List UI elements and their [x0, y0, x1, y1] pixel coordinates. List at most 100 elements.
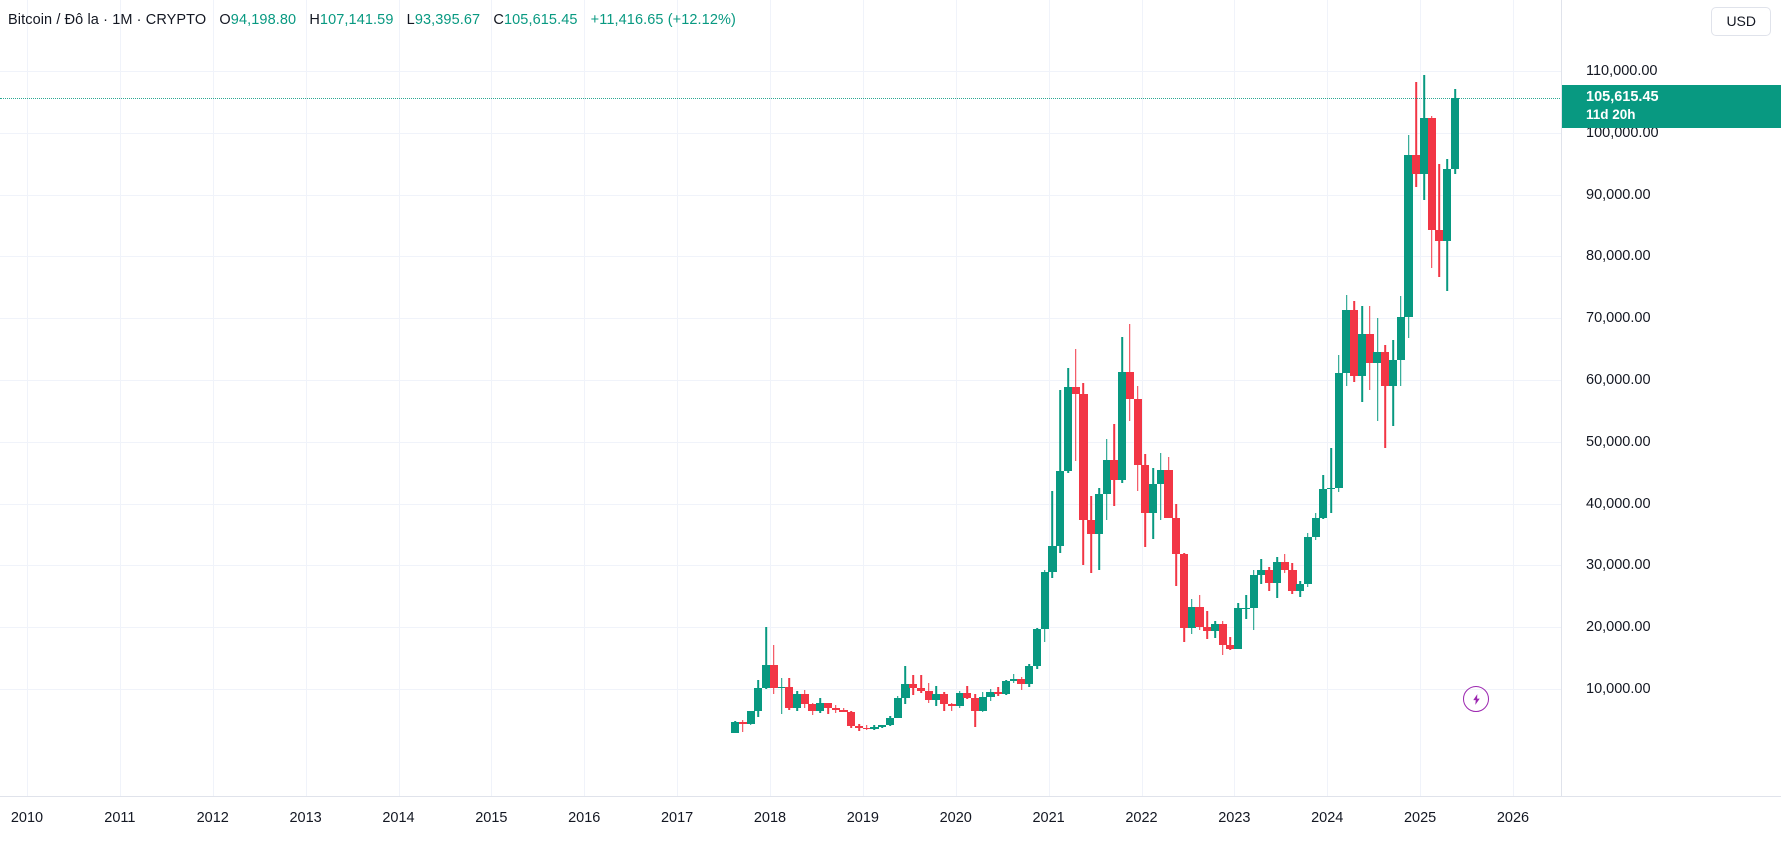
- price-axis-label: 50,000.00: [1586, 433, 1651, 450]
- chart-legend[interactable]: Bitcoin / Đô la · 1M · CRYPTO O94,198.80…: [8, 11, 736, 29]
- candle: [1280, 0, 1289, 796]
- candle-body: [1234, 608, 1243, 649]
- time-axis-label: 2025: [1403, 810, 1437, 826]
- time-axis[interactable]: 2010 2011 2012 2013 2014 2015 2016 2017 2018 2019…: [0, 796, 1781, 854]
- candle: [947, 0, 956, 796]
- candle: [893, 0, 902, 796]
- candle: [769, 0, 778, 796]
- candle-body: [885, 718, 895, 726]
- candle-wick: [1384, 345, 1387, 448]
- current-price-tag[interactable]: 105,615.45 11d 20h: [1562, 85, 1781, 129]
- candle: [1032, 0, 1042, 796]
- time-axis-label: 2023: [1218, 810, 1251, 826]
- candle: [1203, 0, 1212, 796]
- candle-body: [1396, 316, 1405, 360]
- candle-body: [1373, 351, 1382, 364]
- candle-body: [916, 688, 925, 692]
- candle-body: [1001, 680, 1011, 695]
- candle: [1257, 0, 1266, 796]
- candle: [1311, 0, 1320, 796]
- candle-body: [970, 697, 980, 712]
- candle: [1125, 0, 1134, 796]
- candle-body: [909, 684, 918, 689]
- candle: [1056, 0, 1065, 796]
- candle: [1172, 0, 1181, 796]
- time-axis-label: 2026: [1496, 810, 1530, 826]
- candle: [1249, 0, 1258, 796]
- candle: [862, 0, 871, 796]
- candle: [955, 0, 964, 796]
- candle: [792, 0, 802, 796]
- symbol-title[interactable]: Bitcoin / Đô la: [8, 12, 99, 28]
- candle-wick: [780, 677, 783, 714]
- candle-body: [746, 711, 755, 725]
- candle-wick: [865, 725, 868, 730]
- candle-wick: [1229, 637, 1232, 651]
- candle: [1288, 0, 1297, 796]
- time-axis-label: 2014: [382, 810, 415, 826]
- candle-wick: [1245, 595, 1247, 619]
- candle-body: [1056, 471, 1065, 547]
- time-axis-label: 2012: [196, 810, 229, 826]
- price-axis[interactable]: USD 110,000.00 100,000.00 90,000.00 80,000.…: [1562, 0, 1781, 796]
- candle: [1404, 0, 1413, 796]
- candle: [1226, 0, 1235, 796]
- candle: [823, 0, 833, 796]
- time-axis-label: 2024: [1311, 810, 1344, 826]
- candle-body: [1094, 494, 1104, 535]
- candle-wick: [1206, 610, 1209, 639]
- candle-body: [1156, 469, 1165, 484]
- candle: [1396, 0, 1405, 796]
- candle: [1040, 0, 1049, 796]
- candle: [970, 0, 980, 796]
- time-axis-label: 2013: [289, 810, 322, 826]
- candle-body: [731, 721, 740, 733]
- candle-body: [1009, 678, 1018, 681]
- change-value: +11,416.65 (+12.12%): [590, 12, 736, 28]
- candle-wick: [1415, 81, 1418, 187]
- open-key: O: [219, 12, 231, 28]
- price-axis-label: 90,000.00: [1586, 186, 1651, 203]
- time-axis-label: 2019: [846, 810, 880, 826]
- time-axis-label: 2022: [1125, 810, 1158, 826]
- candle-body: [901, 684, 910, 698]
- candle-body: [1017, 678, 1026, 685]
- candle: [932, 0, 941, 796]
- candle-wick: [1012, 673, 1015, 684]
- candle-body: [823, 703, 833, 708]
- candle: [1435, 0, 1444, 796]
- currency-badge[interactable]: USD: [1711, 7, 1771, 36]
- candle-body: [1079, 394, 1088, 521]
- candle: [731, 0, 740, 796]
- candle-body: [1357, 333, 1367, 377]
- close-value: 105,615.45: [503, 12, 578, 28]
- candle-body: [1218, 624, 1227, 646]
- price-axis-label: 10,000.00: [1586, 681, 1651, 697]
- current-price-line: [0, 98, 1562, 100]
- time-axis-label: 2017: [660, 810, 694, 826]
- low-value: 93,395.67: [414, 12, 481, 28]
- candle: [1427, 0, 1436, 796]
- price-axis-label: 20,000.00: [1586, 619, 1651, 636]
- candle-body: [940, 694, 949, 705]
- time-axis-label: 2016: [568, 810, 601, 826]
- candle-body: [1071, 387, 1080, 395]
- candle-body: [1272, 562, 1282, 583]
- interval-label[interactable]: 1M: [112, 12, 133, 28]
- candle-body: [978, 697, 987, 712]
- candle-body: [1032, 629, 1042, 666]
- lightning-bolt-icon[interactable]: [1463, 686, 1490, 712]
- time-axis-label: 2018: [753, 810, 787, 826]
- candle-body: [878, 725, 887, 728]
- candle: [885, 0, 895, 796]
- candle-wick: [920, 674, 922, 694]
- open-value: 94,198.80: [230, 12, 297, 28]
- candle-body: [1327, 487, 1336, 490]
- legend-separator-1: ·: [103, 12, 109, 28]
- candle-body: [862, 727, 871, 730]
- candlestick-series: [731, 0, 1460, 796]
- candle: [1419, 0, 1429, 796]
- candle: [1048, 0, 1057, 796]
- close-group: C105,615.45: [493, 12, 577, 28]
- bar-countdown: 11d 20h: [1586, 107, 1636, 123]
